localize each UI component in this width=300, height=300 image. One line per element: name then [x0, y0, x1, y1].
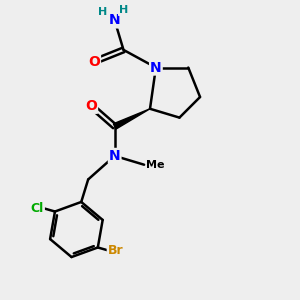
Text: N: N: [150, 61, 162, 75]
Text: Br: Br: [108, 244, 123, 257]
Text: H: H: [98, 7, 107, 16]
Text: O: O: [88, 55, 100, 69]
Text: N: N: [109, 149, 121, 163]
Text: H: H: [119, 5, 128, 15]
Polygon shape: [113, 109, 150, 129]
Text: Cl: Cl: [31, 202, 44, 215]
Text: O: O: [85, 99, 97, 113]
Text: N: N: [109, 14, 121, 27]
Text: Me: Me: [146, 160, 165, 170]
